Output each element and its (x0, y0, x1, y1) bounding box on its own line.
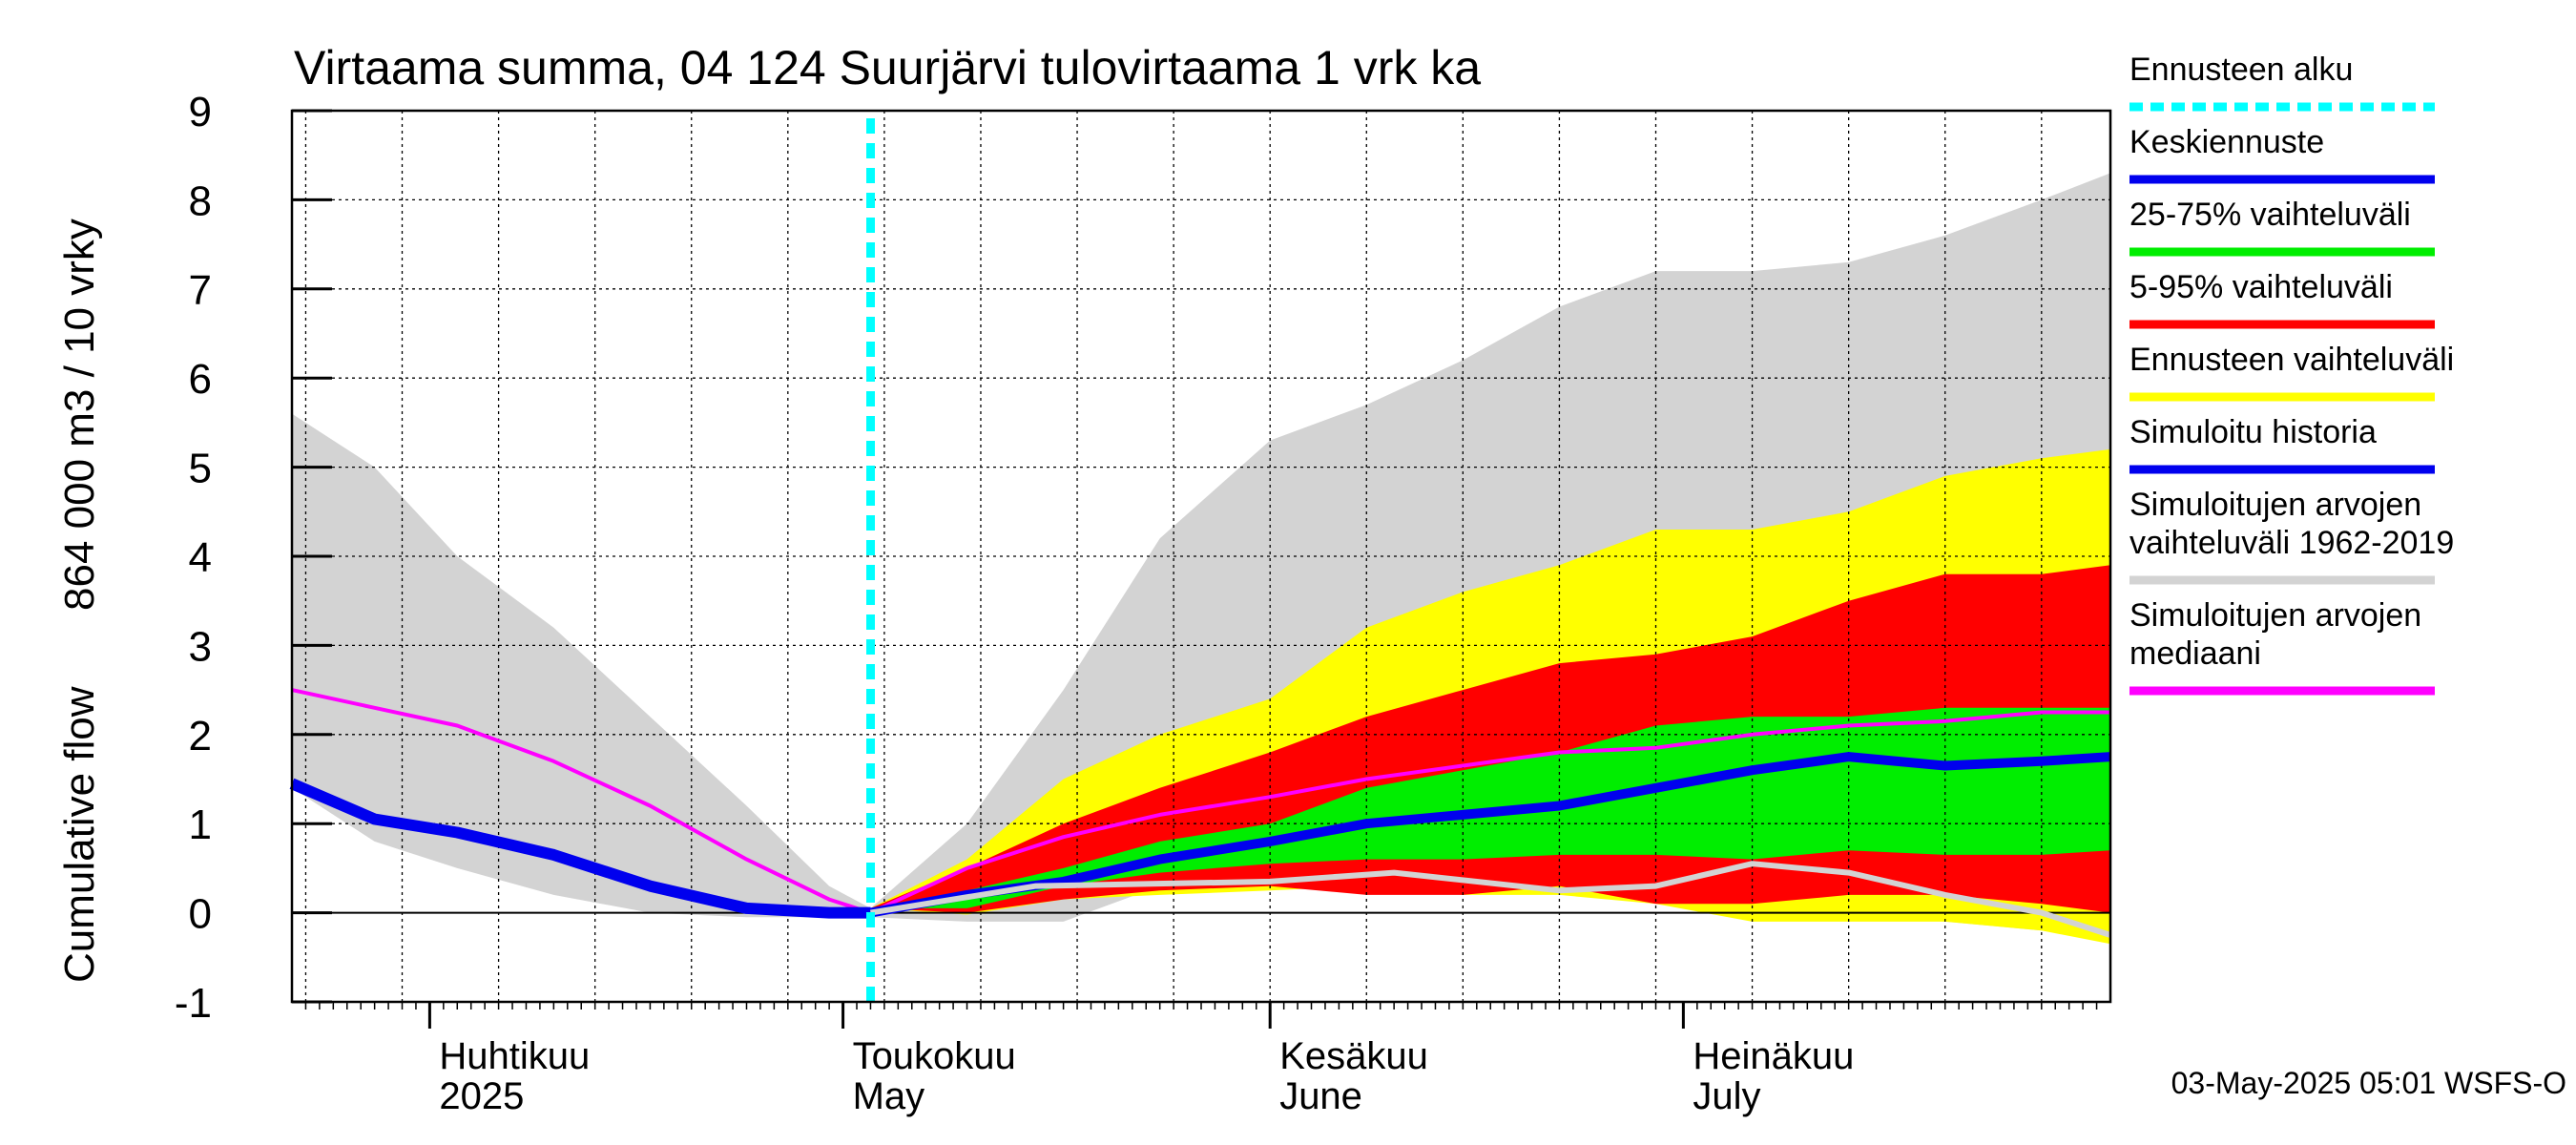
legend-label: vaihteluväli 1962-2019 (2129, 525, 2454, 561)
legend-label: Simuloitujen arvojen (2129, 597, 2421, 634)
x-month-label-en: June (1279, 1075, 1362, 1117)
legend-label: Ennusteen alku (2129, 52, 2353, 88)
y-tick-label: 2 (189, 713, 212, 760)
y-tick-label: 4 (189, 534, 212, 581)
y-axis-label-fi: Cumulative flow (56, 686, 103, 983)
legend-label: Keskiennuste (2129, 124, 2324, 160)
grey-reference-line (870, 861, 2111, 938)
x-month-label-en: July (1693, 1075, 1760, 1117)
y-tick-label: 1 (189, 802, 212, 848)
y-tick-label: 5 (189, 446, 212, 492)
line-simuloitujen-arvojen-mediaani (291, 688, 2110, 915)
x-month-label-fi: Huhtikuu (439, 1035, 590, 1077)
y-ticks: -1 0 1 2 3 4 5 6 7 8 9 (175, 89, 332, 1027)
x-month-label-en: 2025 (439, 1075, 524, 1117)
y-tick-label: 0 (189, 891, 212, 938)
x-month-label-fi: Heinäkuu (1693, 1035, 1854, 1077)
x-month-label-en: May (853, 1075, 925, 1117)
legend-label: mediaani (2129, 635, 2261, 672)
x-month-label-fi: Kesäkuu (1279, 1035, 1428, 1077)
chart-title: Virtaama summa, 04 124 Suurjärvi tulovir… (294, 41, 1481, 94)
legend: Ennusteen alku Keskiennuste 25-75% vaihtel… (2129, 52, 2454, 696)
plot-lines (289, 111, 2111, 1002)
y-tick-label: 9 (189, 89, 212, 135)
legend-label: Ennusteen vaihteluväli (2129, 342, 2454, 378)
x-month-label-fi: Toukokuu (853, 1035, 1016, 1077)
legend-label: Simuloitu historia (2129, 414, 2377, 450)
y-axis-label-unit: 864 000 m3 / 10 vrky (56, 219, 103, 611)
timestamp: 03-May-2025 05:01 WSFS-O (2171, 1066, 2566, 1100)
line-simuloitu-historia (289, 778, 871, 919)
y-tick-label: -1 (175, 980, 212, 1027)
y-tick-label: 8 (189, 177, 212, 224)
line-keskiennuste (869, 752, 2111, 918)
y-tick-label: 7 (189, 267, 212, 314)
y-tick-label: 6 (189, 356, 212, 403)
legend-label: 5-95% vaihteluväli (2129, 269, 2393, 305)
legend-label: 25-75% vaihteluväli (2129, 197, 2411, 233)
legend-label: Simuloitujen arvojen (2129, 487, 2421, 523)
y-tick-label: 3 (189, 623, 212, 670)
